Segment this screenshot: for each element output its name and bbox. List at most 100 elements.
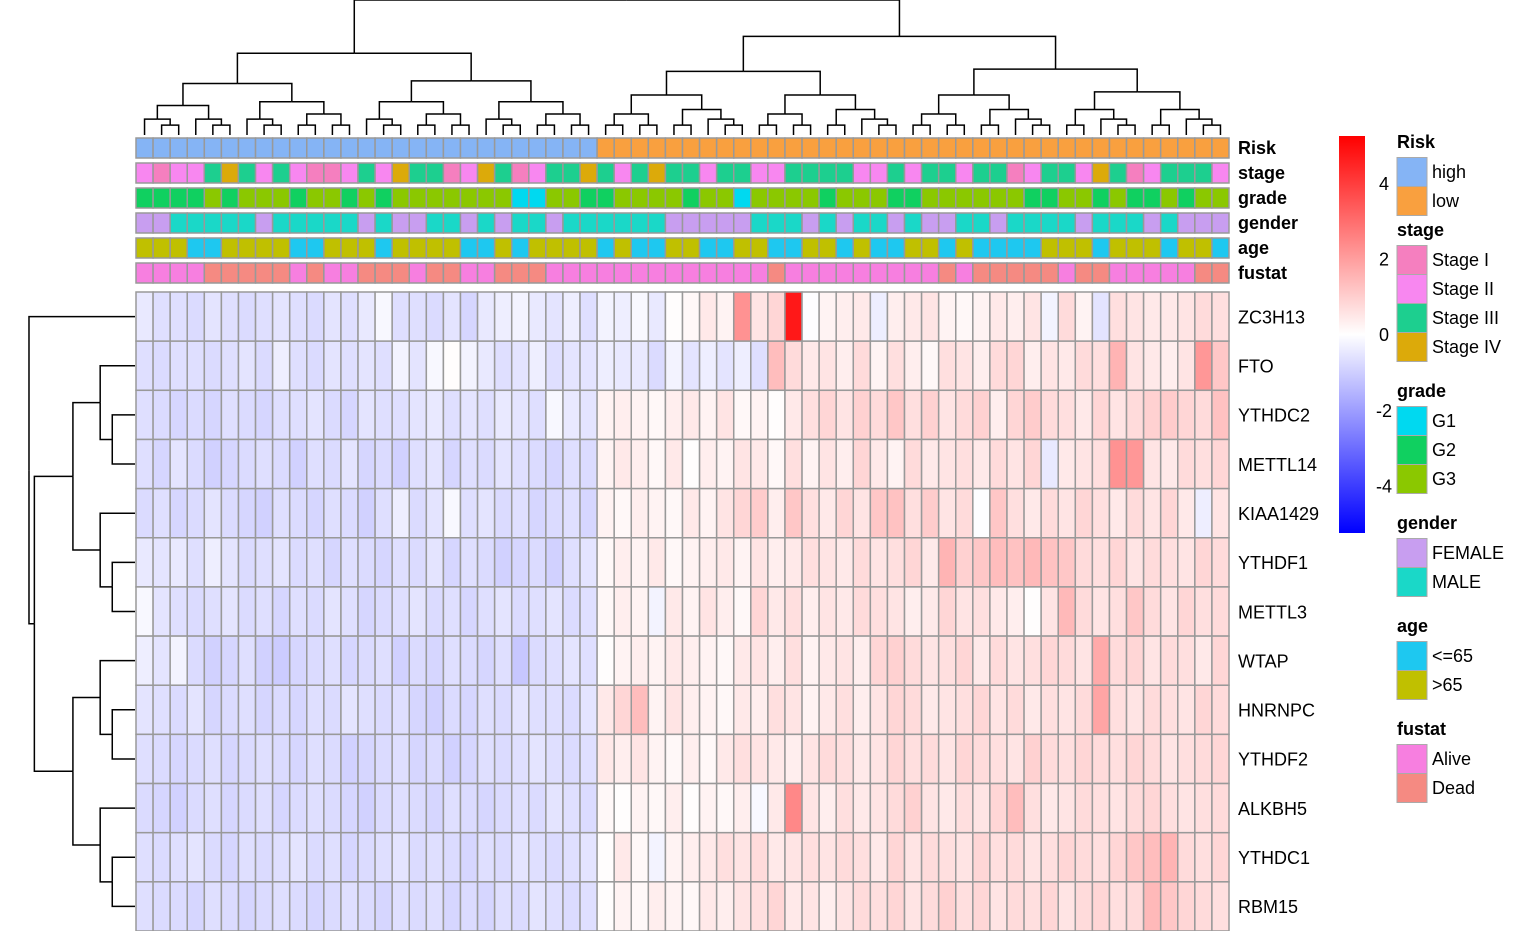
- annotation-cell: [852, 187, 872, 209]
- heatmap-cell: [1108, 684, 1128, 736]
- heatmap-cell: [1006, 487, 1025, 539]
- heatmap-cell: [271, 291, 291, 342]
- heatmap-cell: [955, 586, 974, 637]
- heatmap-cell: [886, 733, 906, 785]
- heatmap-cell: [169, 635, 188, 686]
- annotation-cell: [579, 237, 598, 259]
- heatmap-cell: [357, 487, 376, 539]
- annotation-cell: [596, 262, 615, 284]
- heatmap-cell: [374, 291, 393, 342]
- dendrogram-branch: [973, 94, 1010, 110]
- annotation-cell: [254, 212, 274, 234]
- heatmap-cell: [937, 291, 957, 342]
- heatmap-cell: [169, 881, 188, 931]
- heatmap-cell: [510, 684, 530, 736]
- annotation-cell: [972, 137, 991, 159]
- annotation-cell: [818, 237, 837, 259]
- heatmap-cell: [271, 438, 291, 490]
- heatmap-cell: [493, 389, 513, 441]
- annotation-cell: [493, 162, 513, 184]
- dendrogram-branch: [545, 124, 556, 135]
- legend-swatch: [1396, 464, 1428, 494]
- annotation-cell: [835, 162, 855, 184]
- heatmap-cell: [152, 537, 171, 588]
- row-label: YTHDF2: [1238, 750, 1308, 770]
- heatmap-cell: [647, 340, 667, 392]
- annotation-cell: [476, 237, 496, 259]
- heatmap-cell: [869, 881, 889, 931]
- heatmap-cell: [835, 438, 855, 490]
- annotation-cell: [528, 137, 547, 159]
- annotation-cell: [903, 162, 923, 184]
- heatmap-cell: [664, 733, 684, 785]
- heatmap-cell: [835, 733, 855, 785]
- heatmap-cell: [254, 487, 274, 539]
- annotation-cell: [835, 137, 855, 159]
- heatmap-cell: [306, 438, 325, 490]
- annotation-cell: [1211, 262, 1230, 284]
- annotation-cell: [1057, 187, 1077, 209]
- heatmap-cell: [442, 782, 462, 834]
- heatmap-cell: [972, 635, 991, 686]
- dendrogram-branch: [614, 124, 624, 135]
- heatmap-cell: [972, 586, 991, 637]
- heatmap-cell: [306, 684, 325, 736]
- annotation-cell: [1142, 162, 1162, 184]
- heatmap-cell: [1074, 733, 1094, 785]
- dendrogram-branch: [365, 118, 380, 135]
- heatmap-cell: [528, 389, 547, 441]
- dendrogram-branch: [236, 52, 355, 84]
- heatmap-cell: [1074, 389, 1094, 441]
- heatmap-cell: [459, 881, 479, 931]
- heatmap-cell: [715, 881, 735, 931]
- heatmap-cell: [1159, 586, 1179, 637]
- annotation-cell: [152, 262, 171, 284]
- dendrogram-branch: [1066, 124, 1076, 135]
- heatmap-cell: [1074, 684, 1094, 736]
- heatmap-cell: [152, 487, 171, 539]
- heatmap-cell: [1023, 340, 1042, 392]
- annotation-cell: [169, 137, 188, 159]
- dendrogram-branch: [28, 470, 35, 625]
- heatmap-cell: [852, 487, 872, 539]
- dendrogram-branch: [378, 100, 412, 120]
- dendrogram: [28, 0, 1222, 908]
- annotation-cell: [1159, 212, 1179, 234]
- annotation-cell: [374, 262, 393, 284]
- annotation-cell: [1159, 187, 1179, 209]
- annotation-cell: [767, 237, 786, 259]
- heatmap-cell: [288, 487, 308, 539]
- heatmap-cell: [220, 389, 240, 441]
- heatmap-cell: [972, 487, 991, 539]
- heatmap-cell: [920, 782, 940, 834]
- annotation-cell: [306, 212, 325, 234]
- annotation-cell: [920, 262, 940, 284]
- annotation-cell: [1108, 212, 1128, 234]
- heatmap-cell: [169, 340, 188, 392]
- heatmap-cell: [664, 389, 684, 441]
- heatmap-cell: [306, 340, 325, 392]
- heatmap-cell: [528, 733, 547, 785]
- dendrogram-branch: [72, 696, 101, 772]
- heatmap-cell: [681, 340, 701, 392]
- heatmap-cell: [784, 586, 803, 637]
- annotation-cell: [989, 237, 1008, 259]
- dendrogram-branch: [767, 113, 785, 126]
- annotation-cell: [408, 262, 428, 284]
- dendrogram-branch: [99, 807, 135, 845]
- heatmap-cell: [391, 537, 410, 588]
- annotation-cell: [562, 237, 581, 259]
- heatmap-cell: [835, 586, 855, 637]
- heatmap-cell: [357, 291, 376, 342]
- heatmap-cell: [408, 389, 428, 441]
- heatmap-cell: [750, 487, 769, 539]
- heatmap-cell: [562, 340, 581, 392]
- annotation-cell: [169, 162, 188, 184]
- annotation-cell: [681, 237, 701, 259]
- annotation-cell: [818, 137, 837, 159]
- heatmap-cell: [1023, 291, 1042, 342]
- heatmap-cell: [254, 340, 274, 392]
- heatmap-cell: [698, 831, 718, 883]
- annotation-cell: [955, 187, 974, 209]
- heatmap-cell: [340, 438, 359, 490]
